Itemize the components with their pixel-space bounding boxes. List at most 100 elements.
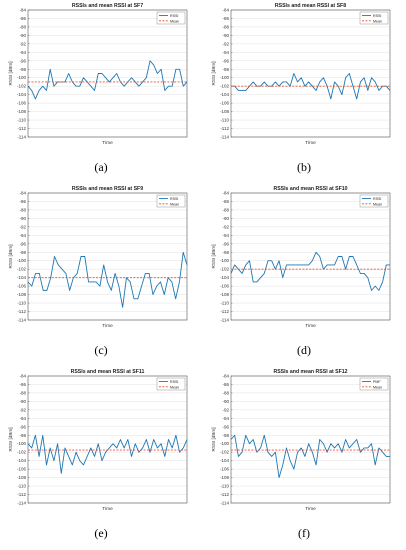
legend-label: Mean [373, 385, 382, 389]
legend-label: RSSI [373, 197, 381, 201]
y-axis-label: RSSI [dBm] [8, 245, 13, 269]
y-tick-label: -84 [19, 374, 26, 379]
chart-title: RSSIs and mean RSSI at SF11 [71, 369, 145, 375]
y-tick-label: -112 [220, 309, 229, 314]
chart-panel-5: RSSIs and mean RSSI at SF11 -84 -86 -88 -90 -… [0, 366, 203, 549]
y-tick-label: -102 [17, 84, 27, 89]
y-tick-label: -106 [17, 101, 27, 106]
y-tick-label: -86 [19, 199, 26, 204]
legend-label: RSSI [373, 14, 381, 18]
y-tick-label: -86 [19, 16, 26, 21]
y-tick-label: -98 [19, 433, 26, 438]
chart-title: RSSIs and mean RSSI at SF10 [273, 186, 347, 192]
legend-label: Mean [170, 385, 179, 389]
y-tick-label: -106 [17, 284, 27, 289]
y-tick-label: -112 [17, 309, 26, 314]
y-tick-label: -112 [220, 126, 229, 131]
grid [28, 9, 187, 138]
chart-svg: RSSIs and mean RSSI at SF11 -84 -86 -88 -90 -… [8, 369, 188, 512]
y-tick-label: -104 [17, 458, 27, 463]
y-tick-label: -110 [220, 484, 229, 489]
y-tick-label: -84 [19, 191, 26, 196]
plot-frame [27, 9, 188, 138]
chart-title: RSSIs and mean RSSI at SF9 [72, 186, 143, 192]
y-tick-label: -92 [222, 41, 229, 46]
y-tick-label: -92 [19, 407, 26, 412]
y-tick-label: -86 [19, 382, 26, 387]
y-tick-label: -94 [19, 50, 26, 55]
y-tick-label: -94 [222, 50, 229, 55]
legend-label: Mean [373, 202, 382, 206]
y-tick-label: -98 [222, 250, 229, 255]
y-tick-label: -92 [19, 41, 26, 46]
legend-label: Mean [170, 19, 179, 23]
legend-label: Mean [373, 19, 382, 23]
y-tick-label: -114 [17, 501, 26, 506]
y-tick-label: -84 [222, 8, 229, 13]
panel-caption: (c) [94, 343, 108, 357]
y-tick-label: -92 [19, 224, 26, 229]
y-tick-label: -114 [17, 318, 26, 323]
y-tick-label: -88 [19, 390, 26, 395]
y-tick-label: -100 [220, 441, 230, 446]
y-tick-label: -108 [17, 292, 27, 297]
y-tick-label: -108 [17, 475, 27, 480]
y-tick-label: -88 [19, 24, 26, 29]
y-tick-label: -88 [222, 24, 229, 29]
plot-frame [230, 9, 391, 138]
y-tick-label: -102 [220, 450, 230, 455]
y-tick-label: -96 [222, 58, 229, 63]
chart-panel-4: RSSIs and mean RSSI at SF10 -84 -86 -88 -90 -… [203, 183, 406, 366]
legend-label: RSSI [170, 14, 178, 18]
series-line-rssi [27, 60, 188, 100]
y-tick-label: -98 [19, 250, 26, 255]
y-tick-label: -96 [19, 58, 26, 63]
y-tick-label: -94 [222, 233, 229, 238]
y-tick-label: -86 [222, 382, 229, 387]
y-tick-label: -102 [220, 84, 230, 89]
y-tick-label: -114 [17, 135, 26, 140]
y-tick-label: -106 [220, 284, 230, 289]
grid [231, 375, 390, 504]
y-tick-label: -102 [17, 267, 27, 272]
y-tick-label: -96 [19, 241, 26, 246]
panel-caption: (f) [298, 526, 310, 540]
y-tick-label: -98 [222, 433, 229, 438]
y-tick-label: -98 [19, 67, 26, 72]
chart-title: RSSIs and mean RSSI at SF7 [72, 3, 143, 9]
y-tick-label: -100 [17, 258, 27, 263]
y-tick-label: -100 [17, 75, 27, 80]
plot-frame [27, 192, 188, 321]
panel-caption: (a) [94, 160, 108, 174]
y-tick-label: -114 [220, 501, 229, 506]
y-tick-label: -94 [19, 233, 26, 238]
y-tick-label: -110 [220, 118, 229, 123]
y-tick-label: -86 [222, 16, 229, 21]
y-tick-label: -96 [222, 241, 229, 246]
y-tick-label: -90 [222, 216, 229, 221]
y-tick-label: -106 [220, 467, 230, 472]
y-tick-label: -110 [17, 301, 26, 306]
y-tick-label: -106 [17, 467, 27, 472]
y-tick-label: -104 [17, 275, 27, 280]
y-tick-label: -112 [220, 492, 229, 497]
x-axis-label: Time [102, 506, 113, 512]
y-tick-label: -84 [222, 374, 229, 379]
x-axis-label: Time [305, 506, 316, 512]
y-tick-label: -100 [220, 75, 230, 80]
y-axis-label: RSSI [dBm] [8, 428, 13, 452]
y-tick-label: -94 [19, 416, 26, 421]
series-line-rssi [231, 73, 391, 100]
chart-panel-6: RSSIs and mean RSSI at SF12 -84 -86 -88 -90 -… [203, 366, 406, 549]
grid [28, 192, 187, 321]
y-axis-label: RSSI [dBm] [211, 428, 216, 452]
chart-svg: RSSIs and mean RSSI at SF9 -84 -86 -88 -90 -9… [8, 186, 188, 329]
y-tick-label: -114 [220, 135, 229, 140]
x-axis-label: Time [305, 323, 316, 329]
y-tick-label: -86 [222, 199, 229, 204]
grid [231, 9, 390, 138]
